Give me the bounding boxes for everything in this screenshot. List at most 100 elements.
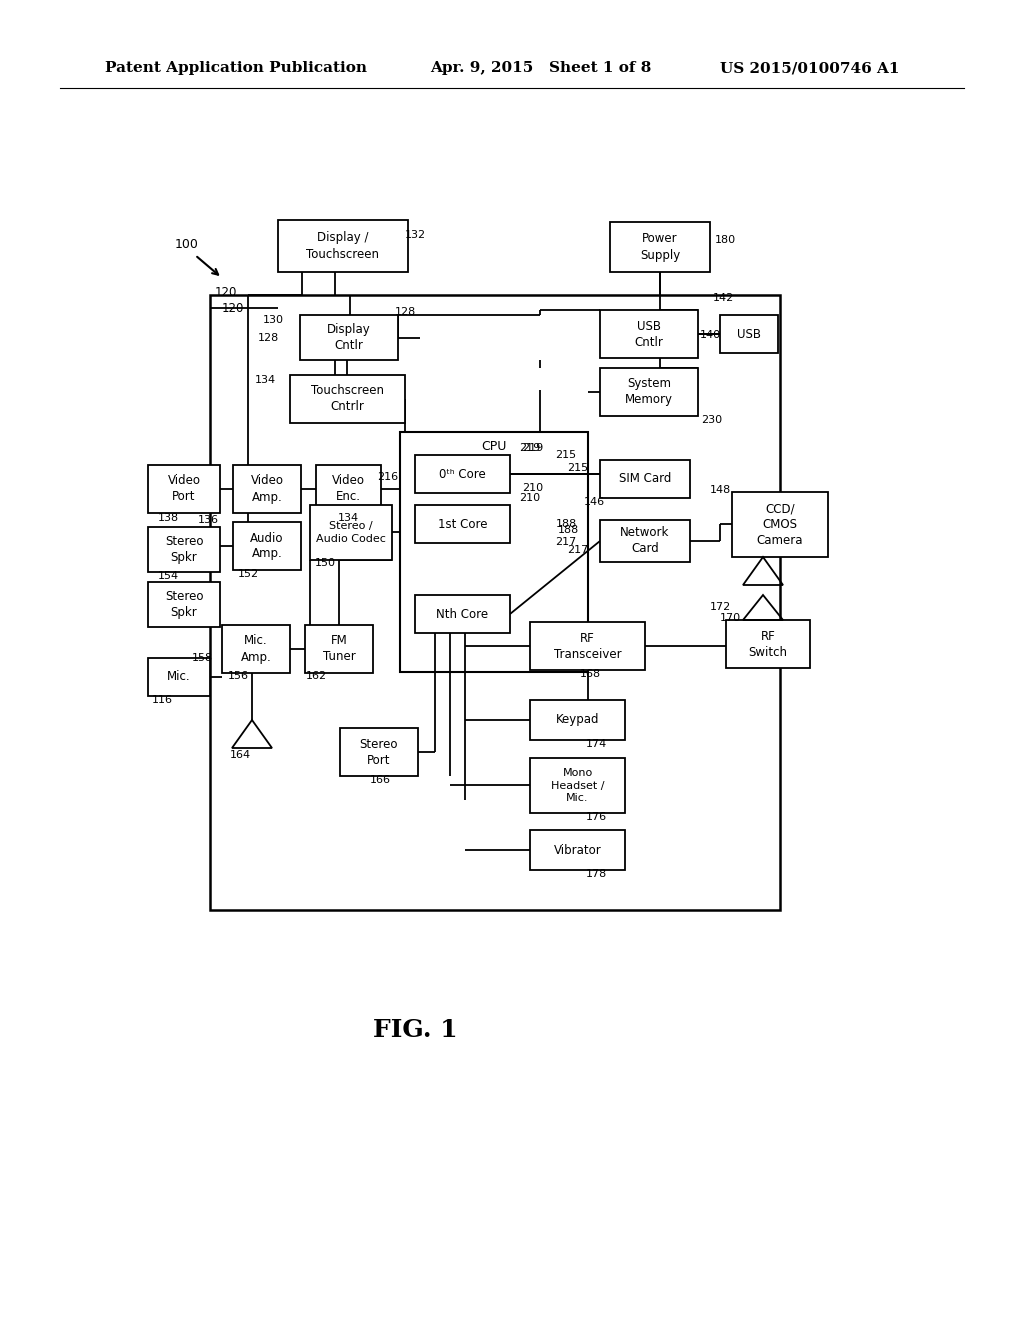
Text: Touchscreen
Cntrlr: Touchscreen Cntrlr [311,384,384,413]
Text: 219: 219 [522,444,544,453]
Text: 1st Core: 1st Core [437,517,487,531]
Text: Stereo
Port: Stereo Port [359,738,398,767]
Text: 170: 170 [720,612,740,623]
Text: RF
Switch: RF Switch [749,630,787,659]
Text: 162: 162 [305,671,327,681]
Text: 120: 120 [222,301,245,314]
Text: Keypad: Keypad [556,714,599,726]
FancyBboxPatch shape [600,368,698,416]
Text: Vibrator: Vibrator [554,843,601,857]
FancyBboxPatch shape [316,465,381,513]
FancyBboxPatch shape [278,220,408,272]
Text: 150: 150 [314,558,336,568]
Text: CPU: CPU [481,440,507,453]
FancyBboxPatch shape [530,830,625,870]
FancyBboxPatch shape [340,729,418,776]
Text: 172: 172 [710,602,731,612]
FancyBboxPatch shape [415,506,510,543]
FancyBboxPatch shape [610,222,710,272]
Text: 166: 166 [370,775,390,785]
FancyBboxPatch shape [530,700,625,741]
FancyBboxPatch shape [148,657,210,696]
Text: CCD/
CMOS
Camera: CCD/ CMOS Camera [757,502,803,546]
FancyBboxPatch shape [310,506,392,560]
FancyBboxPatch shape [290,375,406,422]
FancyBboxPatch shape [148,527,220,572]
Text: 180: 180 [715,235,735,246]
Text: US 2015/0100746 A1: US 2015/0100746 A1 [720,61,899,75]
Text: 176: 176 [586,812,606,822]
FancyBboxPatch shape [222,624,290,673]
FancyBboxPatch shape [732,492,828,557]
Text: Video
Amp.: Video Amp. [251,474,284,503]
FancyBboxPatch shape [148,582,220,627]
Text: 142: 142 [713,293,733,304]
Text: FIG. 1: FIG. 1 [373,1018,458,1041]
FancyBboxPatch shape [415,595,510,634]
Text: Mono
Headset /
Mic.: Mono Headset / Mic. [551,768,604,803]
FancyBboxPatch shape [233,465,301,513]
Text: 178: 178 [586,869,606,879]
Text: System
Memory: System Memory [625,378,673,407]
Text: RF
Transceiver: RF Transceiver [554,631,622,660]
FancyBboxPatch shape [300,315,398,360]
Text: 152: 152 [238,569,259,579]
Text: 132: 132 [404,230,426,240]
FancyBboxPatch shape [600,310,698,358]
Text: 215: 215 [555,450,577,459]
FancyBboxPatch shape [415,455,510,492]
Text: 216: 216 [378,473,398,482]
Text: 100: 100 [175,239,199,252]
Text: Display /
Touchscreen: Display / Touchscreen [306,231,380,260]
Text: 215: 215 [567,463,589,473]
Text: 134: 134 [255,375,276,385]
Text: SIM Card: SIM Card [618,473,671,486]
Text: 188: 188 [557,525,579,535]
Text: 0ᵗʰ Core: 0ᵗʰ Core [439,467,485,480]
Text: 140: 140 [699,330,721,341]
FancyBboxPatch shape [600,520,690,562]
FancyBboxPatch shape [305,624,373,673]
Text: Network
Card: Network Card [621,527,670,556]
Text: 230: 230 [701,414,723,425]
Text: USB
Cntlr: USB Cntlr [635,319,664,348]
Text: Power
Supply: Power Supply [640,232,680,261]
Text: 168: 168 [580,669,600,678]
Text: Mic.
Amp.: Mic. Amp. [241,635,271,664]
Text: 128: 128 [394,308,416,317]
FancyBboxPatch shape [600,459,690,498]
Text: Stereo /
Audio Codec: Stereo / Audio Codec [316,521,386,544]
Text: 134: 134 [338,513,358,523]
Text: Audio
Amp.: Audio Amp. [250,532,284,561]
Text: 164: 164 [229,750,251,760]
FancyBboxPatch shape [530,758,625,813]
Text: 158: 158 [193,653,213,663]
Text: 136: 136 [198,515,218,525]
Text: 174: 174 [586,739,606,748]
Text: USB: USB [737,327,761,341]
FancyBboxPatch shape [720,315,778,352]
Text: 219: 219 [519,444,541,453]
Text: Video
Enc.: Video Enc. [332,474,365,503]
Text: Stereo
Spkr: Stereo Spkr [165,590,203,619]
Text: 146: 146 [584,498,604,507]
Text: 210: 210 [522,483,544,492]
FancyBboxPatch shape [148,465,220,513]
FancyBboxPatch shape [210,294,780,909]
Text: 128: 128 [257,333,279,343]
FancyBboxPatch shape [726,620,810,668]
Text: Patent Application Publication: Patent Application Publication [105,61,367,75]
Text: 217: 217 [567,545,589,554]
Text: Video
Port: Video Port [168,474,201,503]
Text: 148: 148 [710,484,731,495]
Text: 116: 116 [152,696,172,705]
Text: 138: 138 [158,513,178,523]
Text: 188: 188 [555,519,577,529]
Text: 217: 217 [555,537,577,546]
FancyBboxPatch shape [233,521,301,570]
FancyBboxPatch shape [530,622,645,671]
Text: 154: 154 [158,572,178,581]
Text: Mic.: Mic. [167,671,190,684]
Text: FM
Tuner: FM Tuner [323,635,355,664]
Text: 210: 210 [519,492,541,503]
